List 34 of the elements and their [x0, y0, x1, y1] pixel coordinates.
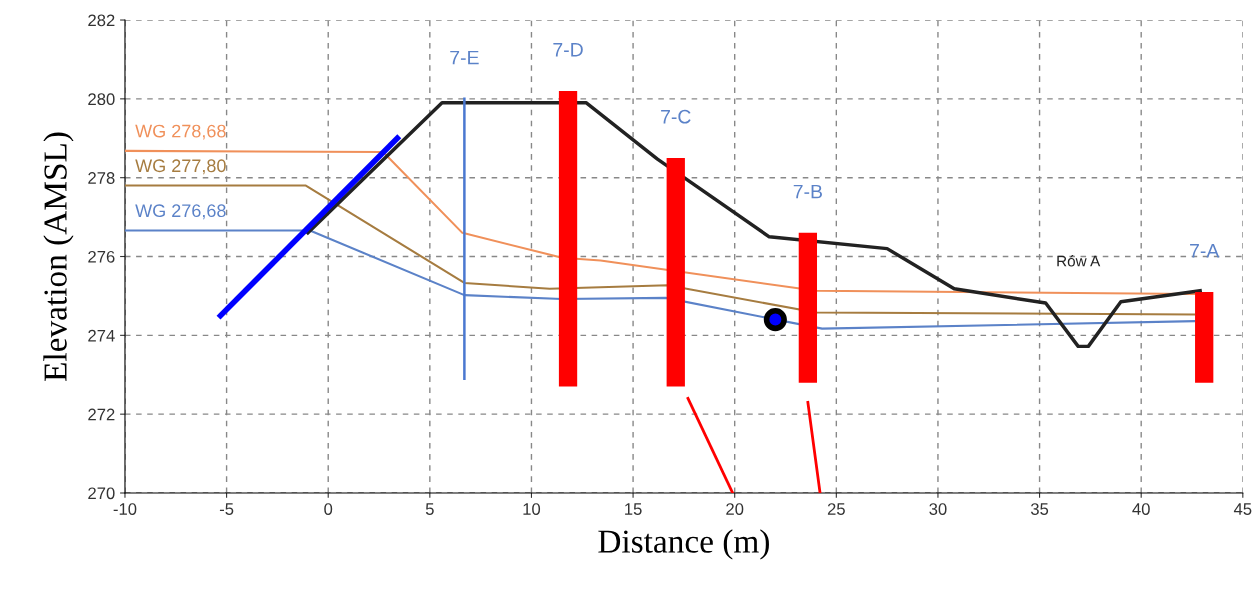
- x-tick-label: 10: [523, 503, 541, 515]
- text: Rów A: [1057, 255, 1101, 267]
- x-tick-label: 35: [1030, 503, 1049, 515]
- y-tick-label: 272: [88, 408, 115, 421]
- x-tick-label: 20: [726, 503, 744, 515]
- x-tick-label: 15: [625, 503, 642, 515]
- y-tick-label: 276: [88, 250, 115, 263]
- y-tick-label: 270: [88, 487, 115, 500]
- x-tick-label: 5: [425, 503, 434, 515]
- bar: [1195, 291, 1214, 383]
- series-label: WG 276,68: [135, 204, 226, 220]
- bar: [558, 90, 578, 387]
- y-tick-label: 274: [88, 329, 115, 342]
- x-tick-label: 0: [324, 503, 333, 515]
- annotation: 7-C: [661, 109, 691, 124]
- series-label: WG 277,80: [135, 159, 226, 175]
- bar: [798, 232, 818, 383]
- series-label: WG 278,68: [135, 124, 226, 140]
- y-tick-label: 280: [88, 93, 115, 106]
- x-tick-label: -10: [113, 503, 137, 515]
- x-axis-title: Distance (m): [598, 529, 769, 560]
- x-tick-label: 30: [929, 503, 947, 515]
- x-tick-label: -5: [219, 503, 234, 515]
- bar: [666, 157, 685, 387]
- y-tick-label: 278: [88, 172, 115, 184]
- x-tick-label: 40: [1132, 503, 1150, 515]
- y-tick-label: 282: [88, 14, 115, 27]
- annotation: 7-A: [1190, 244, 1220, 258]
- annotation: 7-E: [450, 50, 479, 65]
- annotation: 7-D: [553, 43, 583, 57]
- x-tick-label: 25: [827, 503, 845, 515]
- x-tick-label: 45: [1233, 503, 1252, 515]
- annotation: 7-B: [793, 184, 822, 199]
- y-axis-title: Elevation (AMSL): [43, 132, 74, 381]
